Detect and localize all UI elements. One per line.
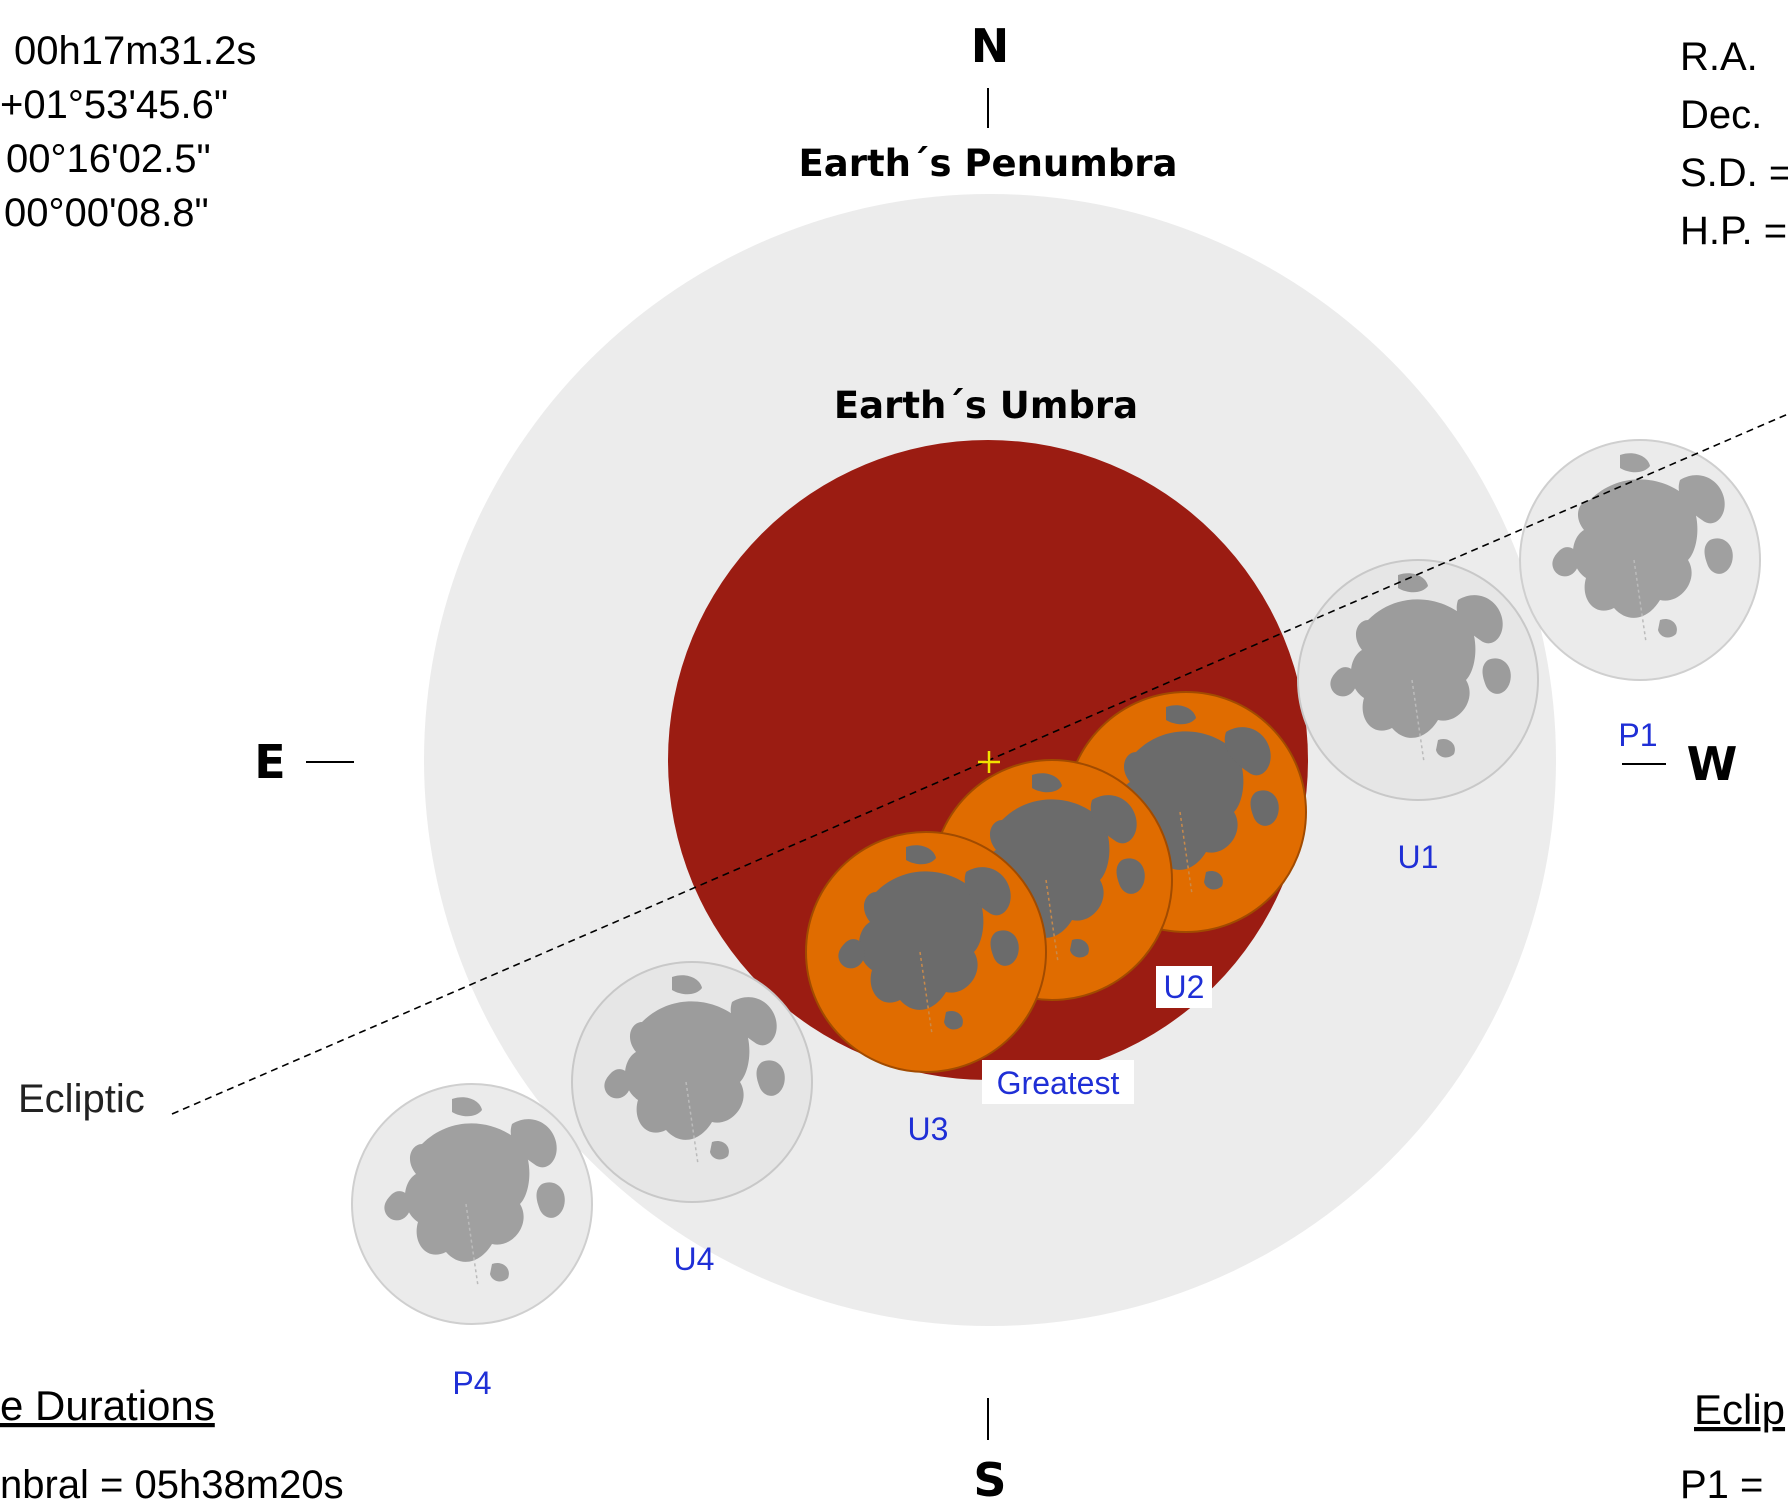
left-data-dec: +01°53'45.6" [0, 83, 228, 127]
right-data-hp: H.P. = [1680, 209, 1787, 253]
durations-heading: e Durations [0, 1382, 215, 1429]
compass-north: N [971, 19, 1010, 73]
contact-label-u4: U4 [674, 1241, 715, 1277]
penumbra-label: Earth´s Penumbra [798, 142, 1177, 185]
umbra-label: Earth´s Umbra [834, 384, 1138, 427]
left-data-sd: 00°16'02.5" [6, 137, 211, 181]
shadow-center-marker [978, 751, 1000, 773]
moon-u3 [805, 831, 1047, 1073]
compass-east: E [254, 735, 285, 789]
ecliptic-line [171, 413, 1788, 1115]
contact-label-greatest-bg [982, 1060, 1134, 1104]
contact-label-u2-bg [1156, 966, 1212, 1008]
contact-label-u2: U2 [1164, 969, 1205, 1005]
contact-label-u3: U3 [908, 1111, 949, 1147]
contact-label-u1: U1 [1398, 839, 1439, 875]
durations-line: nbral = 05h38m20s [0, 1463, 344, 1500]
contact-label-p1: P1 [1618, 717, 1657, 753]
eclipse-contacts-heading: Eclip [1694, 1386, 1785, 1433]
left-data-ra: 00h17m31.2s [14, 29, 256, 73]
compass-west: W [1687, 737, 1738, 791]
moon-u1 [1297, 559, 1539, 801]
compass-south: S [973, 1453, 1006, 1500]
moon-p4 [351, 1083, 593, 1325]
contact-label-greatest: Greatest [997, 1065, 1120, 1101]
left-data-hp: 00°00'08.8" [4, 191, 209, 235]
moon-p1 [1519, 439, 1761, 681]
contact-label-p4: P4 [452, 1365, 491, 1401]
right-data-ra: R.A. [1680, 35, 1758, 79]
eclipse-contacts-line: P1 = [1680, 1463, 1763, 1500]
ecliptic-label: Ecliptic [18, 1077, 145, 1121]
moon-u4 [571, 961, 813, 1203]
right-data-sd: S.D. = [1680, 151, 1788, 195]
right-data-dec: Dec. [1680, 93, 1762, 137]
